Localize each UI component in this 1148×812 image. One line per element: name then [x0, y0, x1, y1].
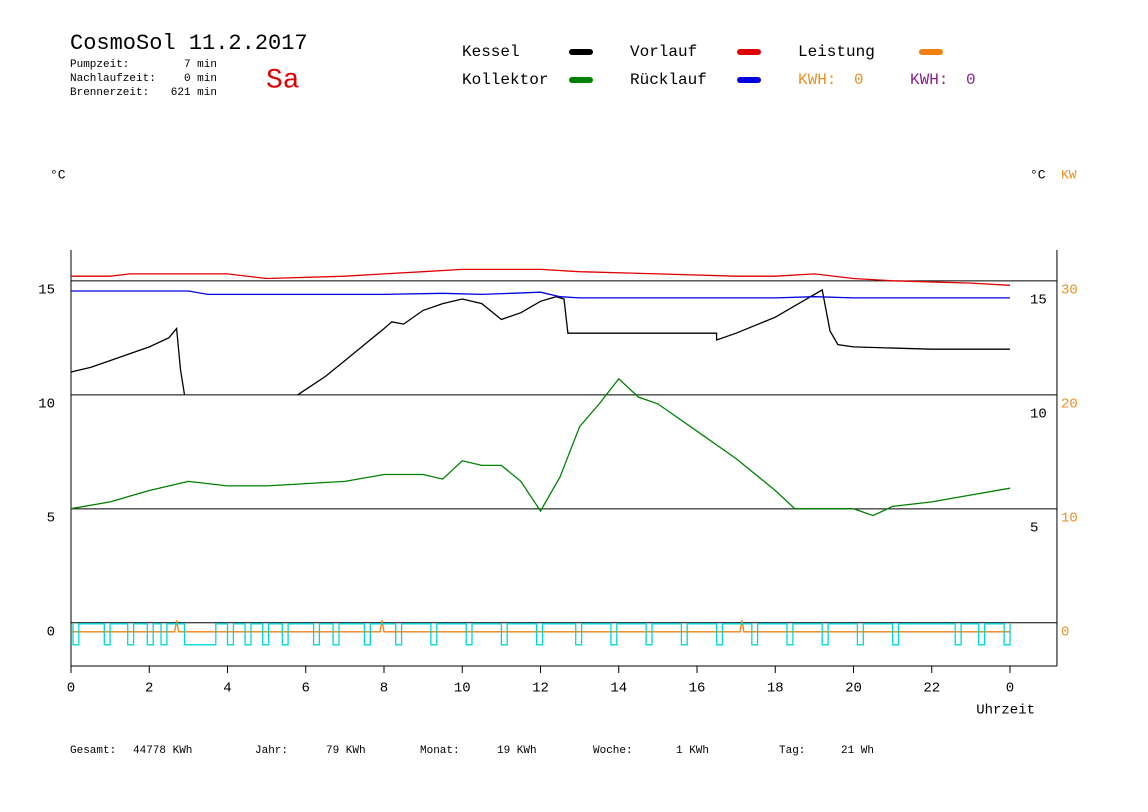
y-tick-label: 5 — [47, 511, 55, 527]
y2-unit: °C — [1030, 167, 1046, 182]
y2-tick-label: 10 — [1061, 511, 1078, 527]
footer-label: Gesamt: — [70, 745, 116, 757]
title: CosmoSol 11.2.2017 — [70, 31, 308, 56]
stat-value: 621 min — [171, 87, 217, 99]
kwh-label: KWH: — [798, 71, 836, 89]
stat-label: Pumpzeit: — [70, 59, 129, 71]
kwh-label: KWH: — [910, 71, 948, 89]
x-tick-label: 6 — [302, 681, 310, 697]
y2-tick-label: 20 — [1061, 397, 1078, 413]
day: Sa — [266, 65, 300, 96]
y2-tick-label: 30 — [1061, 283, 1078, 299]
footer-label: Monat: — [420, 745, 460, 757]
right-y-tick-label: 5 — [1030, 521, 1038, 537]
right-y-tick-label: 10 — [1030, 407, 1047, 423]
y-tick-label: 0 — [47, 625, 55, 641]
series-line — [72, 623, 1011, 646]
footer-label: Woche: — [593, 745, 633, 757]
legend-label: Kollektor — [462, 71, 548, 89]
footer-label: Tag: — [779, 745, 805, 757]
series-line — [71, 290, 1010, 299]
stat-label: Nachlaufzeit: — [70, 73, 156, 85]
footer-value: 79 KWh — [326, 745, 366, 757]
x-tick-label: 0 — [1006, 681, 1014, 697]
y2-unit-kw: KW — [1061, 167, 1077, 182]
footer-value: 21 Wh — [841, 745, 874, 757]
kwh-value: 0 — [854, 71, 864, 89]
x-tick-label: 14 — [610, 681, 627, 697]
x-tick-label: 10 — [454, 681, 471, 697]
series-line — [70, 327, 186, 395]
legend-label: Kessel — [462, 43, 520, 61]
stat-label: Brennerzeit: — [70, 87, 149, 99]
y-tick-label: 10 — [38, 397, 55, 413]
x-tick-label: 16 — [689, 681, 706, 697]
x-tick-label: 0 — [67, 681, 75, 697]
stat-value: 0 min — [184, 73, 217, 85]
series-line — [297, 288, 1010, 396]
right-y-tick-label: 15 — [1030, 293, 1047, 309]
kwh-value: 0 — [966, 71, 976, 89]
footer-label: Jahr: — [255, 745, 288, 757]
legend-label: Vorlauf — [630, 43, 697, 61]
series-line — [70, 377, 1011, 517]
footer-value: 1 KWh — [676, 745, 709, 757]
x-tick-label: 20 — [845, 681, 862, 697]
x-tick-label: 12 — [532, 681, 549, 697]
y-unit: °C — [50, 167, 66, 182]
series-line — [71, 268, 1011, 286]
x-tick-label: 8 — [380, 681, 388, 697]
footer-value: 44778 KWh — [133, 745, 192, 757]
footer-value: 19 KWh — [497, 745, 537, 757]
y2-tick-label: 0 — [1061, 625, 1069, 641]
legend-label: Rücklauf — [630, 71, 707, 89]
stat-value: 7 min — [184, 59, 217, 71]
x-tick-label: 4 — [223, 681, 231, 697]
series-line — [71, 620, 1010, 633]
x-tick-label: 18 — [767, 681, 784, 697]
x-axis-label: Uhrzeit — [976, 703, 1035, 719]
y-tick-label: 15 — [38, 283, 55, 299]
x-tick-label: 2 — [145, 681, 153, 697]
x-tick-label: 22 — [923, 681, 940, 697]
legend-label: Leistung — [798, 43, 875, 61]
